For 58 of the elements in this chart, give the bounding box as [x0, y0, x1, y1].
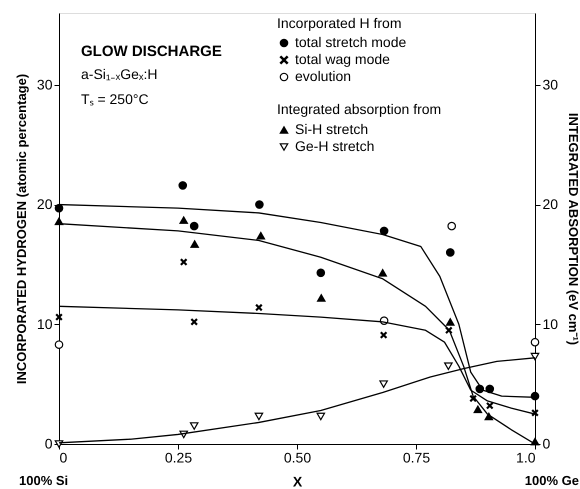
x-tick-label: 1.0: [516, 450, 536, 466]
point: [474, 405, 482, 414]
y-tick-label: 30: [36, 76, 53, 92]
annotation: a-Si₁₋ₓGeₓ:H: [81, 66, 158, 82]
legend-label: Ge-H stretch: [295, 138, 374, 154]
annotation: GLOW DISCHARGE: [81, 43, 222, 60]
point: [446, 318, 455, 326]
point: [316, 412, 326, 420]
y-tick-label: 20: [36, 196, 53, 212]
point: [380, 226, 388, 236]
y-tick-label: 10: [36, 316, 53, 332]
point: [378, 268, 387, 277]
point: [316, 268, 326, 278]
y2-tick-label: 20: [542, 196, 558, 212]
y2-tick-label: 30: [542, 76, 558, 92]
x-tick-label: 0.50: [284, 450, 312, 466]
point: [316, 294, 326, 302]
point: [530, 352, 540, 360]
text: 100% Si: [19, 473, 68, 488]
point: [446, 248, 455, 257]
point: [56, 314, 62, 320]
legend-label: evolution: [295, 68, 352, 84]
point: [190, 318, 198, 326]
y2-tick-label: 0: [542, 436, 550, 452]
x-tick-label: 0.75: [402, 450, 430, 466]
x-axis-title: X: [292, 474, 303, 489]
point: [256, 232, 266, 240]
point: [530, 338, 540, 347]
point: [444, 362, 453, 370]
point: [254, 412, 264, 420]
legend-label: total wag mode: [295, 51, 390, 67]
point: [379, 380, 388, 388]
legend-label: total stretch mode: [295, 34, 406, 50]
legend-title: Incorporated H from: [277, 15, 402, 31]
point: [255, 200, 264, 209]
point: [486, 402, 494, 410]
point: [54, 340, 64, 349]
point: [190, 422, 198, 430]
point: [484, 412, 494, 420]
x-tick-label: 0: [60, 450, 68, 466]
y-axis-title: INCORPORATED HYDROGEN (atomic percentage): [14, 74, 29, 384]
point: [180, 258, 188, 266]
y-tick-label: 0: [44, 436, 53, 452]
point: [190, 240, 199, 248]
point: [447, 222, 456, 230]
annotation: Integrated absorption from: [277, 101, 442, 117]
legend-label: Si-H stretch: [295, 121, 368, 137]
point: [179, 216, 188, 224]
point: [532, 410, 538, 416]
annotation: Tₛ = 250°C: [81, 91, 149, 107]
text: 100% Ge: [524, 473, 579, 488]
point: [190, 222, 198, 230]
point: [380, 332, 387, 338]
y2-tick-label: 10: [542, 316, 558, 332]
x-tick-label: 0.25: [164, 450, 192, 466]
point: [178, 181, 188, 190]
y2-axis-title: INTEGRATED ABSORPTION (eV cm⁻¹): [566, 112, 580, 346]
point: [256, 304, 262, 311]
